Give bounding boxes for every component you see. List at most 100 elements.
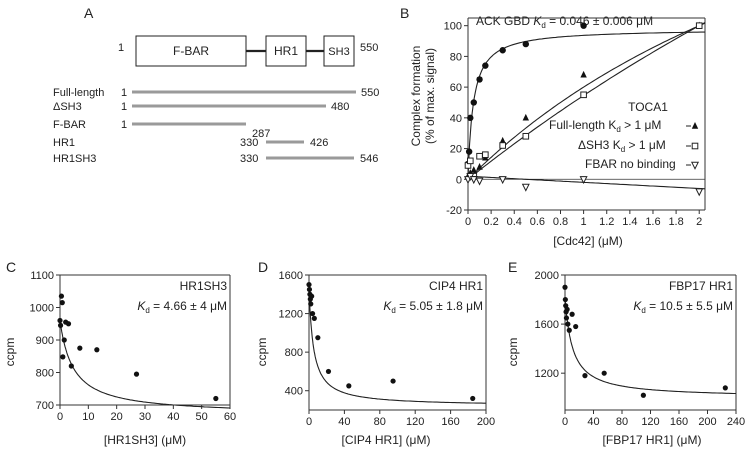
construct-end: 426	[310, 137, 328, 149]
chart-c-kd: Kd = 4.66 ± 4 μM	[137, 299, 227, 315]
chart-d-point	[311, 315, 317, 321]
chart-d-y-tick-label: 1600	[279, 270, 303, 282]
chart-e-x-tick-label: 240	[727, 416, 745, 428]
chart-e-point	[563, 315, 570, 321]
chart-b-point	[499, 142, 506, 149]
chart-e-point	[573, 323, 579, 330]
chart-b-point	[499, 136, 506, 144]
chart-b-point	[580, 70, 587, 78]
chart-e-y-tick-label: 1200	[535, 368, 559, 380]
chart-e-x-tick-label: 0	[562, 416, 568, 428]
chart-b-x-tick-label: 1.4	[622, 216, 637, 228]
chart-e-point	[564, 306, 570, 312]
chart-b-ylabel-line2: (% of max. signal)	[423, 48, 437, 144]
chart-b-point	[476, 162, 483, 170]
chart-d-kd-sub: d	[391, 306, 395, 315]
chart-b-x-tick-label: 0	[465, 216, 471, 228]
chart-b-fit-2	[467, 22, 706, 180]
legend-full-length-text: Full-length K	[549, 118, 616, 132]
chart-c-point	[77, 345, 83, 351]
chart-b-point	[470, 99, 477, 106]
diagram-end-label: 550	[360, 42, 378, 54]
chart-c-y-tick-label: 1100	[30, 270, 54, 282]
legend-full-length-sub: d	[616, 125, 620, 134]
chart-e-x-tick-label: 80	[616, 416, 628, 428]
legend-full-length-tail: > 1 μM	[621, 118, 662, 132]
chart-d-point	[309, 310, 316, 317]
chart-c-y-tick-label: 1000	[30, 303, 54, 315]
chart-e-point	[722, 385, 728, 391]
chart-b-point	[470, 166, 477, 173]
chart-c-point	[58, 293, 65, 299]
hr1-domain-box	[265, 35, 307, 67]
chart-b-title-kd: K	[533, 14, 542, 28]
chart-e-annotation: FBP17 HR1	[669, 279, 733, 293]
construct-start: 330	[240, 137, 258, 149]
chart-d-kd: Kd = 5.05 ± 1.8 μM	[383, 299, 483, 315]
construct-end: 550	[361, 87, 379, 99]
chart-e-x-tick-label: 160	[670, 416, 688, 428]
chart-d-point	[346, 383, 352, 389]
chart-c-x-tick-label: 50	[196, 411, 208, 423]
chart-e-point	[566, 327, 572, 333]
chart-d-ylabel: ccpm	[255, 338, 269, 367]
chart-c-kd-sub: d	[145, 306, 149, 315]
chart-e-point	[562, 296, 568, 303]
construct-start: 330	[240, 153, 258, 165]
panel-label-a: A	[84, 5, 94, 21]
chart-b-title: ACK GBD Kd = 0.046 ± 0.006 μM	[476, 14, 653, 30]
chart-b-x-tick-label: 2	[696, 216, 702, 228]
fbar-domain-box	[135, 35, 247, 67]
chart-e-x-tick-label: 200	[698, 416, 716, 428]
chart-b-point	[695, 22, 703, 29]
diagram-start-label: 1	[118, 42, 124, 54]
chart-b-x-tick-label: 1.8	[668, 216, 683, 228]
chart-c-x-tick-label: 0	[57, 411, 63, 423]
chart-c-point	[59, 300, 65, 306]
chart-b-y-tick-label: 80	[450, 51, 462, 63]
legend-dsh3-marker	[691, 142, 699, 150]
construct-name: F-BAR	[53, 119, 86, 131]
chart-b-x-tick-label: 0.4	[507, 216, 522, 228]
panel-label-d: D	[258, 259, 268, 275]
chart-b-point	[579, 176, 588, 185]
chart-b-title-prefix: ACK GBD	[476, 14, 533, 28]
chart-b-point	[465, 148, 473, 155]
chart-e-kd-value: = 10.5 ± 5.5 μM	[646, 299, 733, 313]
chart-d-point	[470, 395, 476, 402]
chart-c-ylabel: ccpm	[3, 338, 17, 367]
chart-c-x-tick-label: 30	[139, 411, 151, 423]
chart-b-x-tick-label: 0.8	[553, 216, 568, 228]
chart-b-point	[580, 22, 587, 29]
chart-b-point	[522, 113, 530, 121]
chart-e-kd-k: K	[633, 299, 642, 313]
chart-e-point	[565, 321, 571, 327]
chart-e-point	[582, 373, 588, 379]
chart-d-kd-k: K	[383, 299, 392, 313]
chart-b-point	[482, 151, 489, 159]
chart-d-point	[308, 301, 314, 307]
chart-b-y-tick-label: 40	[450, 113, 462, 125]
hr1-domain-label: HR1	[274, 44, 298, 58]
chart-c-y-tick-label: 700	[36, 400, 54, 412]
chart-b-y-tick-label: 20	[450, 144, 462, 156]
chart-b-y-tick-label: 0	[456, 174, 462, 186]
construct-end: 287	[252, 128, 270, 140]
chart-c-kd-k: K	[137, 299, 146, 313]
chart-c-kd-value: = 4.66 ± 4 μM	[150, 299, 227, 313]
legend-dsh3-text: ΔSH3 K	[578, 138, 621, 152]
chart-c-point	[94, 347, 100, 353]
chart-b-point	[476, 76, 483, 83]
construct-end: 480	[331, 101, 349, 113]
legend-full-length: Full-length Kd > 1 μM	[549, 118, 661, 134]
chart-b-point	[580, 91, 587, 99]
chart-d-fit-curve	[308, 288, 486, 404]
construct-name: ΔSH3	[53, 101, 82, 113]
chart-c-x-tick-label: 20	[111, 411, 123, 423]
chart-b-legend-title: TOCA1	[628, 100, 668, 114]
chart-d-y-tick-label: 400	[285, 386, 303, 398]
chart-b-ylabel: Complex formation (% of max. signal)	[409, 46, 437, 147]
chart-d-y-tick-label: 1200	[279, 309, 303, 321]
chart-d: ccpm [CIP4 HR1] (μM) CIP4 HR1 Kd = 5.05 …	[255, 270, 495, 447]
